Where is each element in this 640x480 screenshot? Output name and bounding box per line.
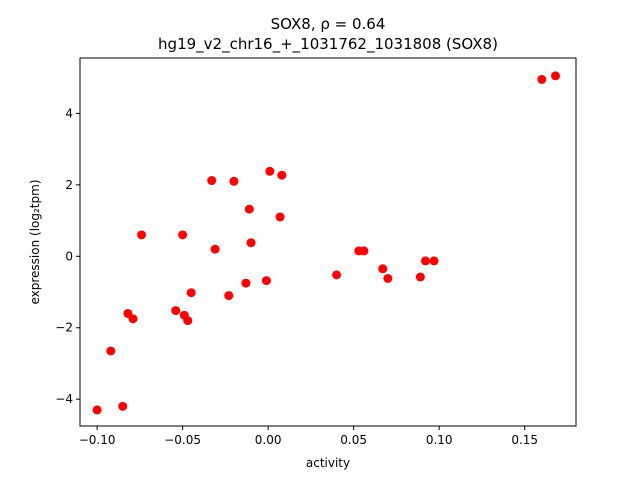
data-point bbox=[128, 314, 138, 324]
data-point bbox=[244, 204, 254, 214]
data-point bbox=[183, 316, 193, 326]
x-tick-label: −0.10 bbox=[79, 433, 116, 447]
y-tick-label: 0 bbox=[65, 249, 73, 263]
data-point bbox=[359, 246, 369, 256]
y-tick-label: 4 bbox=[65, 106, 73, 120]
y-axis-label: expression (log₂tpm) bbox=[28, 179, 42, 304]
plot-frame bbox=[79, 57, 577, 427]
y-tick-label: −2 bbox=[55, 321, 73, 335]
data-point bbox=[186, 288, 196, 298]
data-point bbox=[420, 256, 430, 266]
data-point bbox=[261, 276, 271, 286]
data-points bbox=[92, 71, 560, 415]
y-tick-label: 2 bbox=[65, 178, 73, 192]
data-point bbox=[210, 244, 220, 254]
data-point bbox=[92, 405, 102, 415]
data-point bbox=[265, 166, 275, 176]
data-point bbox=[178, 230, 188, 240]
chart-subtitle: hg19_v2_chr16_+_1031762_1031808 (SOX8) bbox=[158, 35, 498, 54]
data-point bbox=[171, 306, 181, 316]
data-point bbox=[106, 346, 116, 356]
data-point bbox=[137, 230, 147, 240]
x-axis-label: activity bbox=[306, 456, 350, 470]
chart-title: SOX8, ρ = 0.64 bbox=[271, 15, 386, 33]
data-point bbox=[537, 74, 547, 84]
data-point bbox=[241, 278, 251, 288]
x-axis-ticks: −0.10 −0.05 0.00 0.05 0.10 0.15 bbox=[79, 426, 538, 447]
y-tick-label: −4 bbox=[55, 392, 73, 406]
data-point bbox=[224, 291, 234, 301]
data-point bbox=[429, 256, 439, 266]
x-tick-label: 0.00 bbox=[255, 433, 282, 447]
data-point bbox=[415, 272, 425, 282]
data-point bbox=[277, 170, 287, 180]
x-tick-label: 0.15 bbox=[511, 433, 538, 447]
data-point bbox=[275, 212, 285, 222]
x-tick-label: 0.10 bbox=[426, 433, 453, 447]
data-point bbox=[207, 176, 217, 186]
data-point bbox=[229, 176, 239, 186]
data-point bbox=[378, 264, 388, 274]
data-point bbox=[118, 401, 128, 411]
data-point bbox=[383, 273, 393, 283]
data-point bbox=[550, 71, 560, 81]
x-tick-label: −0.05 bbox=[164, 433, 201, 447]
data-point bbox=[332, 270, 342, 280]
y-axis-ticks: −4 −2 0 2 4 bbox=[55, 106, 80, 406]
x-tick-label: 0.05 bbox=[340, 433, 367, 447]
data-point bbox=[246, 238, 256, 248]
